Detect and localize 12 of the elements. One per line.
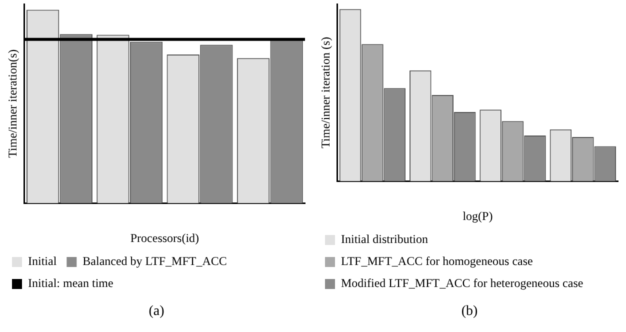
- legend-label: Modified LTF_MFT_ACC for heterogeneous case: [341, 276, 584, 290]
- y-axis-title: Time/inner iteration (s): [318, 36, 332, 148]
- legend-label: LTF_MFT_ACC for homogeneous case: [341, 254, 533, 268]
- legend-label: Initial distribution: [341, 232, 428, 246]
- y-axis-title: Time/inner iteration(s): [5, 49, 20, 158]
- text: (b): [460, 304, 479, 320]
- legend-label: Initial: [28, 254, 58, 268]
- x-axis-title: Processors(id): [130, 230, 200, 245]
- legend-label: Initial: mean time: [28, 276, 114, 290]
- legend-label: Balanced by LTF_MFT_ACC: [82, 254, 227, 268]
- text: (a): [148, 304, 166, 320]
- x-axis-title: log(P): [462, 208, 493, 223]
